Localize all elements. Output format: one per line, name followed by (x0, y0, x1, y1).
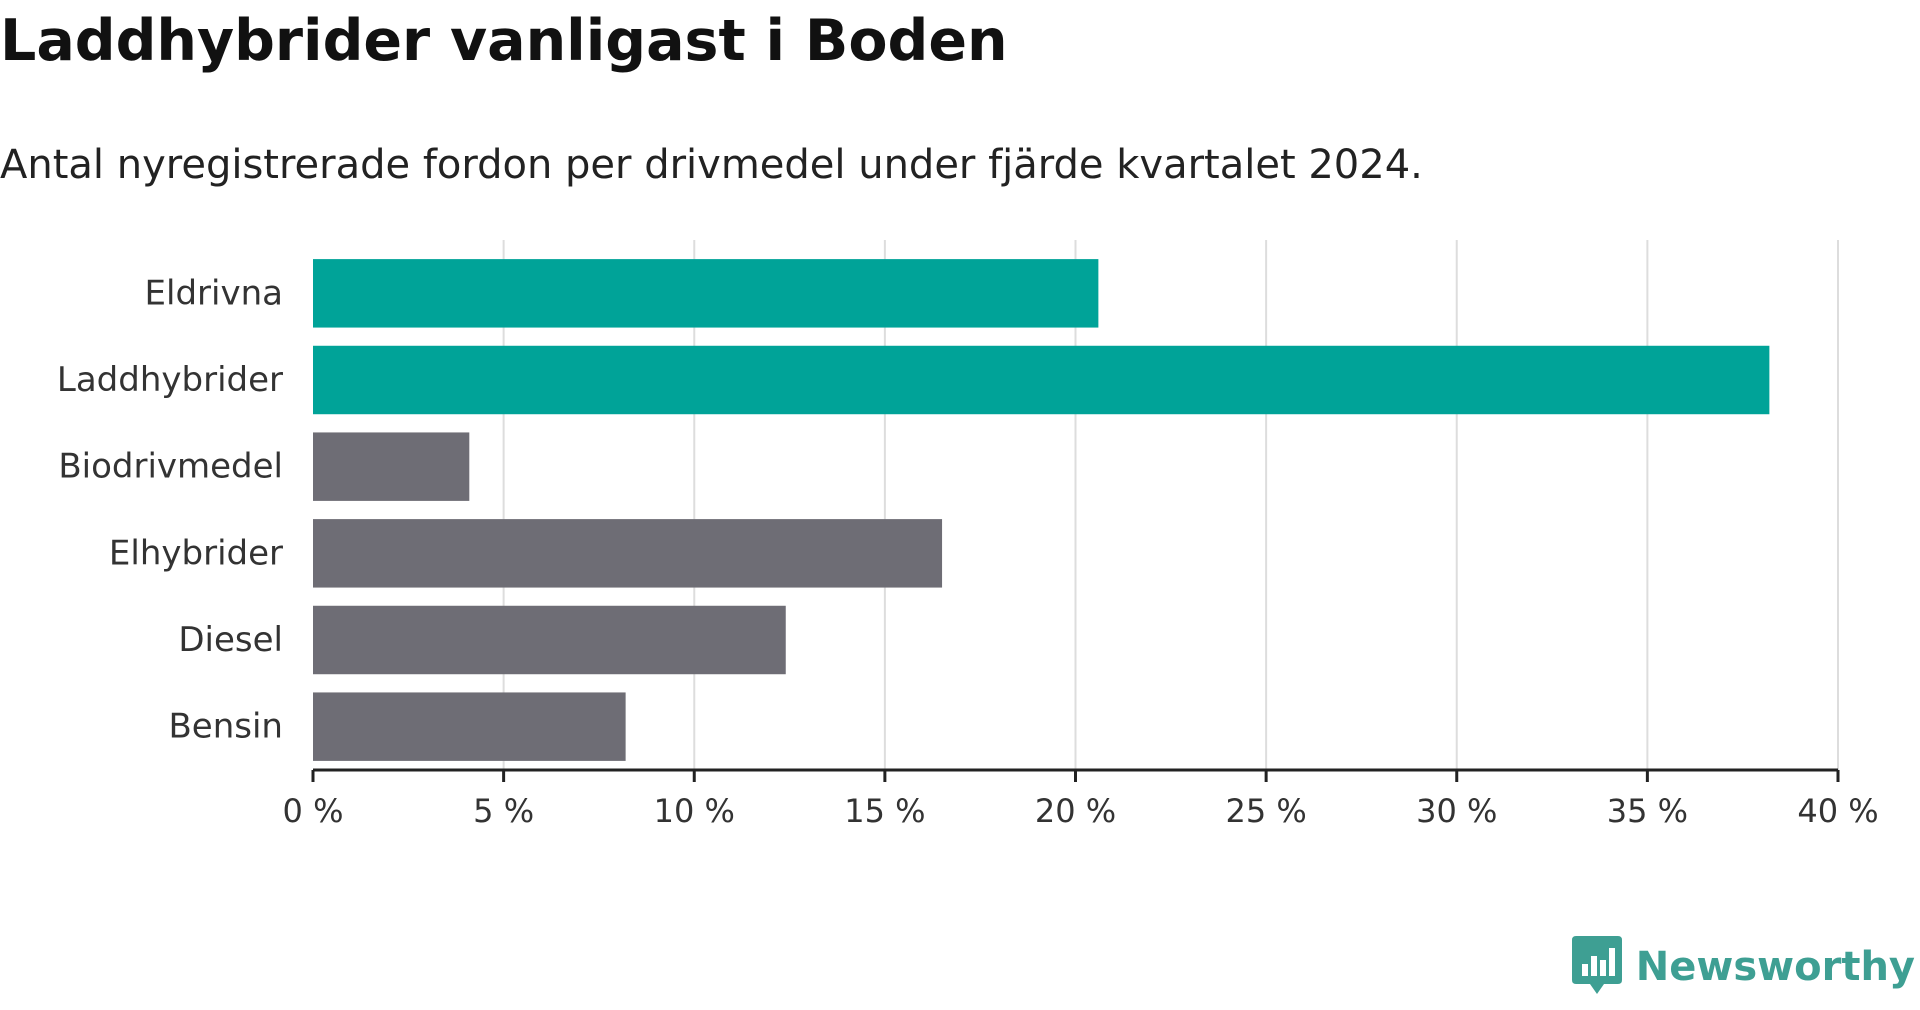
category-label: Eldrivna (145, 273, 283, 313)
x-tick-label: 15 % (844, 792, 925, 830)
brand-name: Newsworthy (1635, 944, 1915, 990)
x-tick-label: 5 % (473, 792, 534, 830)
x-tick-label: 30 % (1416, 792, 1497, 830)
category-label: Biodrivmedel (58, 447, 283, 487)
x-tick-label: 35 % (1607, 792, 1688, 830)
category-label: Diesel (178, 620, 283, 660)
chart-subtitle: Antal nyregistrerade fordon per drivmede… (0, 142, 1423, 188)
x-axis: 0 % 5 % 10 % 15 % 20 % 25 % 30 % 35 % 40 % (283, 768, 1879, 830)
category-label: Bensin (168, 707, 283, 747)
x-tick-label: 25 % (1225, 792, 1306, 830)
bar (313, 519, 943, 588)
x-tick-label: 20 % (1035, 792, 1116, 830)
gridlines (502, 240, 1839, 770)
x-tick-label: 40 % (1797, 792, 1878, 830)
category-labels: Eldrivna Laddhybrider Biodrivmedel Elhybrid… (57, 273, 283, 746)
bar (313, 605, 786, 675)
bar (313, 432, 470, 501)
bar (313, 692, 626, 761)
newsworthy-brand: Newsworthy (1571, 936, 1915, 998)
bar-chart: Eldrivna Laddhybrider Biodrivmedel Elhybrid… (57, 240, 1879, 830)
x-tick-label: 0 % (283, 792, 344, 830)
bar (313, 259, 1099, 328)
x-tick-label: 10 % (654, 792, 735, 830)
category-label: Elhybrider (109, 533, 283, 573)
bars (313, 259, 1770, 761)
newsworthy-logo-icon (1571, 936, 1622, 994)
chart-title: Laddhybrider vanligast i Boden (0, 8, 1008, 74)
category-label: Laddhybrider (57, 360, 283, 400)
bar (313, 345, 1770, 415)
